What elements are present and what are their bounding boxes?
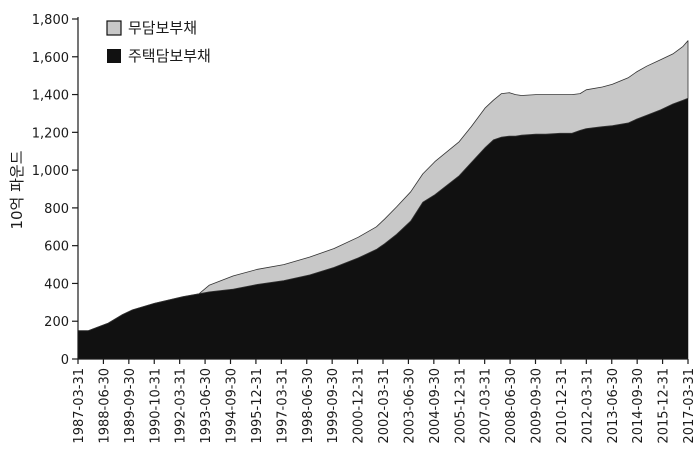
y-tick-label: 600 xyxy=(44,240,69,255)
x-tick-label: 2007-03-31 xyxy=(479,368,494,444)
x-tick-label: 2014-09-30 xyxy=(631,368,646,444)
legend: 무담보부채 주택담보부채 xyxy=(106,19,211,65)
y-axis: 0 200 400 600 800 1,000 1,200 1,400 1,600 1,800 xyxy=(32,13,79,368)
y-tick-label: 1,600 xyxy=(32,51,69,66)
x-tick-label: 1993-06-30 xyxy=(199,368,214,444)
x-tick-label: 2003-06-30 xyxy=(402,368,417,444)
y-tick-label: 200 xyxy=(44,315,69,330)
legend-label-mortgage: 주택담보부채 xyxy=(128,47,211,65)
x-tick-label: 1992-03-31 xyxy=(174,368,189,444)
x-tick-label: 2009-09-30 xyxy=(530,368,545,444)
y-tick-label: 1,800 xyxy=(32,13,69,28)
x-tick-label: 1998-06-30 xyxy=(301,368,316,444)
x-tick-label: 2015-12-31 xyxy=(657,368,672,444)
x-tick-label: 2013-06-30 xyxy=(606,368,621,444)
x-tick-label: 1995-12-31 xyxy=(250,368,265,444)
x-tick-label: 1988-06-30 xyxy=(97,368,112,444)
y-tick-label: 0 xyxy=(61,353,69,368)
x-tick-label: 2008-06-30 xyxy=(504,368,519,444)
legend-swatch-mortgage xyxy=(107,49,121,63)
x-tick-label: 1999-09-30 xyxy=(326,368,341,444)
area-series-unsecured xyxy=(77,40,689,332)
x-tick-label: 2017-03-31 xyxy=(682,368,697,444)
y-tick-label: 1,200 xyxy=(32,126,69,141)
x-tick-label: 2002-03-31 xyxy=(377,368,392,444)
y-tick-label: 1,000 xyxy=(32,164,69,179)
x-tick-label: 2004-09-30 xyxy=(428,368,443,444)
x-tick-label: 2012-03-31 xyxy=(580,368,595,444)
y-tick-label: 1,400 xyxy=(32,89,69,104)
x-tick-label: 1987-03-31 xyxy=(72,368,87,444)
x-axis: 1987-03-31 1988-06-30 1989-09-30 1990-10-31… xyxy=(72,358,697,444)
x-tick-label: 1990-10-31 xyxy=(148,368,163,444)
x-tick-label: 2010-12-31 xyxy=(555,368,570,444)
y-tick-label: 800 xyxy=(44,202,69,217)
legend-label-unsecured: 무담보부채 xyxy=(128,19,197,37)
x-tick-label: 2005-12-31 xyxy=(453,368,468,444)
legend-swatch-unsecured xyxy=(106,20,122,36)
plot-areas xyxy=(77,40,689,360)
x-tick-label: 2000-12-31 xyxy=(352,368,367,444)
y-tick-label: 400 xyxy=(44,277,69,292)
y-axis-label: 10억 파운드 xyxy=(8,150,26,229)
x-tick-label: 1994-09-30 xyxy=(225,368,240,444)
x-tick-label: 1997-03-31 xyxy=(275,368,290,444)
x-tick-label: 1989-09-30 xyxy=(123,368,138,444)
